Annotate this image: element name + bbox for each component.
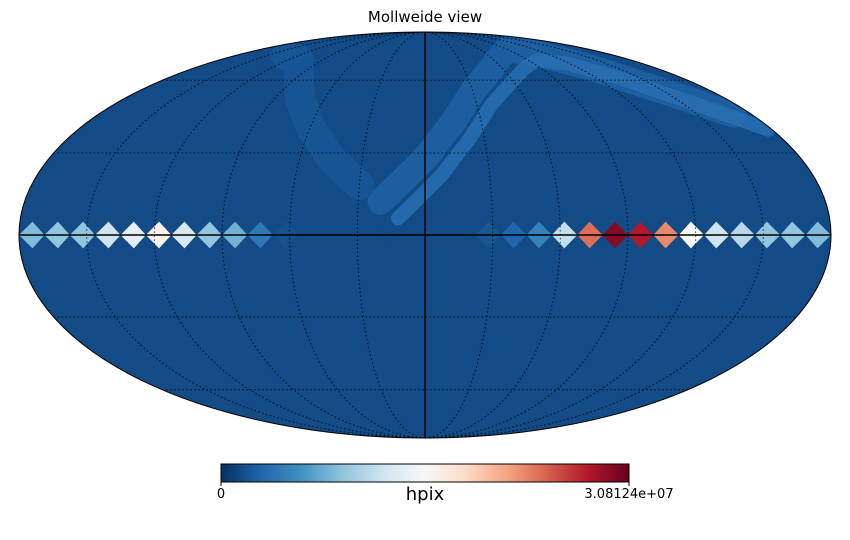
map-feature-arc bbox=[270, 41, 375, 201]
map-outline bbox=[18, 31, 832, 439]
graticule-meridian bbox=[153, 31, 426, 439]
colorbar-max-label: 3.08124e+07 bbox=[584, 487, 674, 502]
colorbar-label: hpix bbox=[405, 484, 445, 505]
map-feature-arc bbox=[391, 53, 776, 226]
colorbar-min-label: 0 bbox=[216, 487, 226, 502]
colorbar bbox=[220, 463, 630, 483]
graticule-meridian bbox=[424, 31, 697, 439]
graticule-meridian bbox=[356, 31, 426, 439]
graticule-meridian bbox=[424, 31, 764, 439]
graticule-meridian bbox=[424, 31, 494, 439]
graticule-meridian bbox=[86, 31, 426, 439]
chart-title: Mollweide view bbox=[367, 8, 483, 26]
